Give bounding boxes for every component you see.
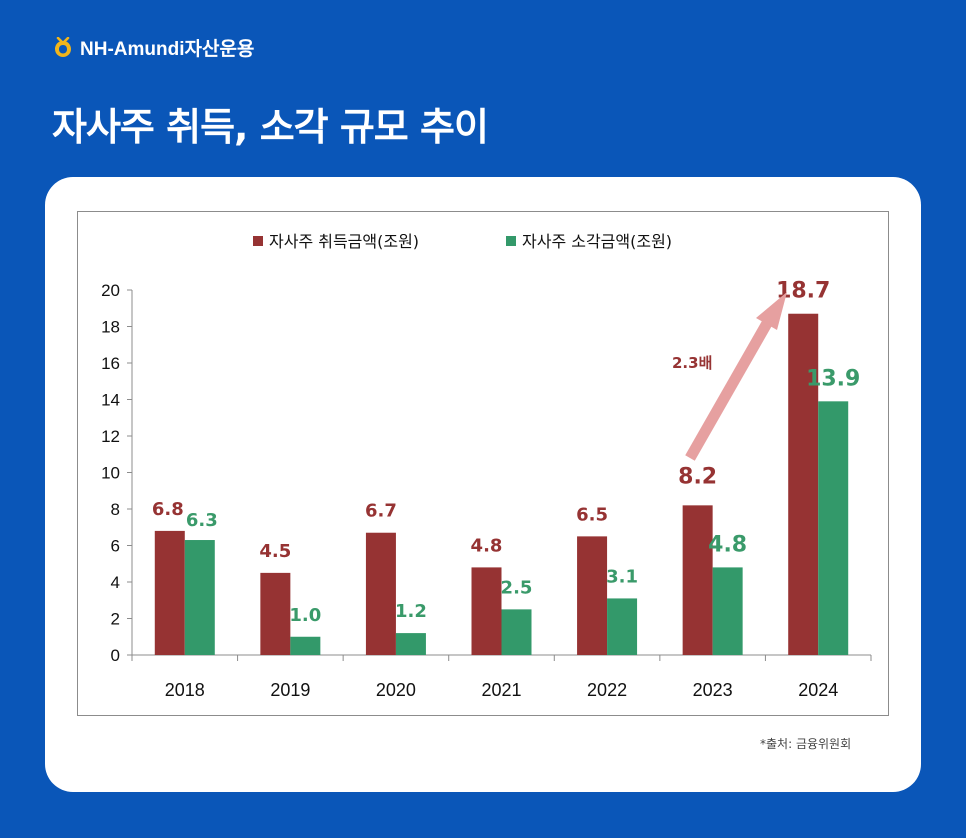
retirement-bar — [607, 598, 638, 655]
acquisition-bar — [682, 505, 713, 655]
retirement-bar — [290, 636, 321, 655]
retirement-value-label: 13.9 — [806, 366, 860, 391]
retirement-value-label: 3.1 — [606, 566, 638, 587]
chart-frame: 자사주 취득금액(조원) 자사주 소각금액(조원) 0 2 4 6 8 10 12 14 16 18 2… — [77, 211, 889, 716]
source-note: *출처: 금융위원회 — [760, 737, 852, 751]
x-tick-label: 2023 — [693, 680, 733, 700]
y-tick-label: 8 — [111, 500, 120, 519]
acquisition-bar — [365, 532, 396, 655]
acquisition-bar — [577, 536, 608, 655]
retirement-bar — [501, 609, 532, 655]
acquisition-bar — [471, 567, 502, 655]
legend-swatch-1 — [253, 236, 263, 246]
retirement-bar — [818, 401, 849, 655]
retirement-value-label: 1.2 — [395, 601, 427, 622]
growth-arrow-shaft — [685, 315, 775, 461]
y-tick-label: 0 — [111, 646, 120, 665]
acquisition-bar — [154, 530, 185, 655]
acquisition-value-label: 18.7 — [776, 279, 830, 304]
acquisition-value-label: 4.5 — [259, 541, 291, 562]
y-tick-label: 12 — [101, 427, 120, 446]
legend-label-2: 자사주 소각금액(조원) — [522, 232, 672, 251]
y-tick-label: 18 — [101, 318, 120, 337]
y-tick-label: 6 — [111, 537, 120, 556]
y-tick-label: 2 — [111, 610, 120, 629]
x-tick-label: 2024 — [798, 680, 838, 700]
retirement-bar — [712, 567, 743, 655]
x-tick-label: 2021 — [481, 680, 521, 700]
bar-chart: 자사주 취득금액(조원) 자사주 소각금액(조원) 0 2 4 6 8 10 12 14 16 18 2… — [101, 232, 872, 700]
x-tick-label: 2018 — [165, 680, 205, 700]
page-title: 자사주 취득, 소각 규모 추이 — [52, 105, 489, 149]
growth-annotation: 2.3배 — [672, 354, 712, 372]
legend-label-1: 자사주 취득금액(조원) — [269, 232, 419, 251]
retirement-value-label: 2.5 — [501, 577, 533, 598]
y-tick-label: 16 — [101, 354, 120, 373]
growth-arrow-head — [756, 292, 787, 330]
acquisition-value-label: 6.5 — [576, 504, 608, 525]
acquisition-value-label: 6.8 — [152, 499, 184, 520]
retirement-value-label: 6.3 — [186, 510, 218, 531]
acquisition-bar — [260, 572, 291, 655]
brand: NH-Amundi자산운용 — [52, 34, 254, 61]
x-tick-label: 2020 — [376, 680, 416, 700]
nh-logo-icon — [55, 36, 71, 57]
retirement-bar — [395, 633, 426, 655]
y-tick-label: 4 — [111, 573, 120, 592]
retirement-value-label: 1.0 — [289, 605, 321, 626]
y-tick-label: 10 — [101, 464, 120, 483]
acquisition-value-label: 8.2 — [678, 464, 717, 489]
y-tick-label: 14 — [101, 391, 120, 410]
acquisition-value-label: 4.8 — [471, 535, 503, 556]
x-tick-label: 2019 — [270, 680, 310, 700]
y-tick-label: 20 — [101, 281, 120, 300]
legend-swatch-2 — [506, 236, 516, 246]
x-tick-label: 2022 — [587, 680, 627, 700]
retirement-value-label: 4.8 — [708, 532, 747, 557]
brand-name: NH-Amundi자산운용 — [80, 39, 255, 60]
acquisition-value-label: 6.7 — [365, 501, 397, 522]
acquisition-bar — [788, 313, 819, 655]
retirement-bar — [184, 540, 215, 655]
